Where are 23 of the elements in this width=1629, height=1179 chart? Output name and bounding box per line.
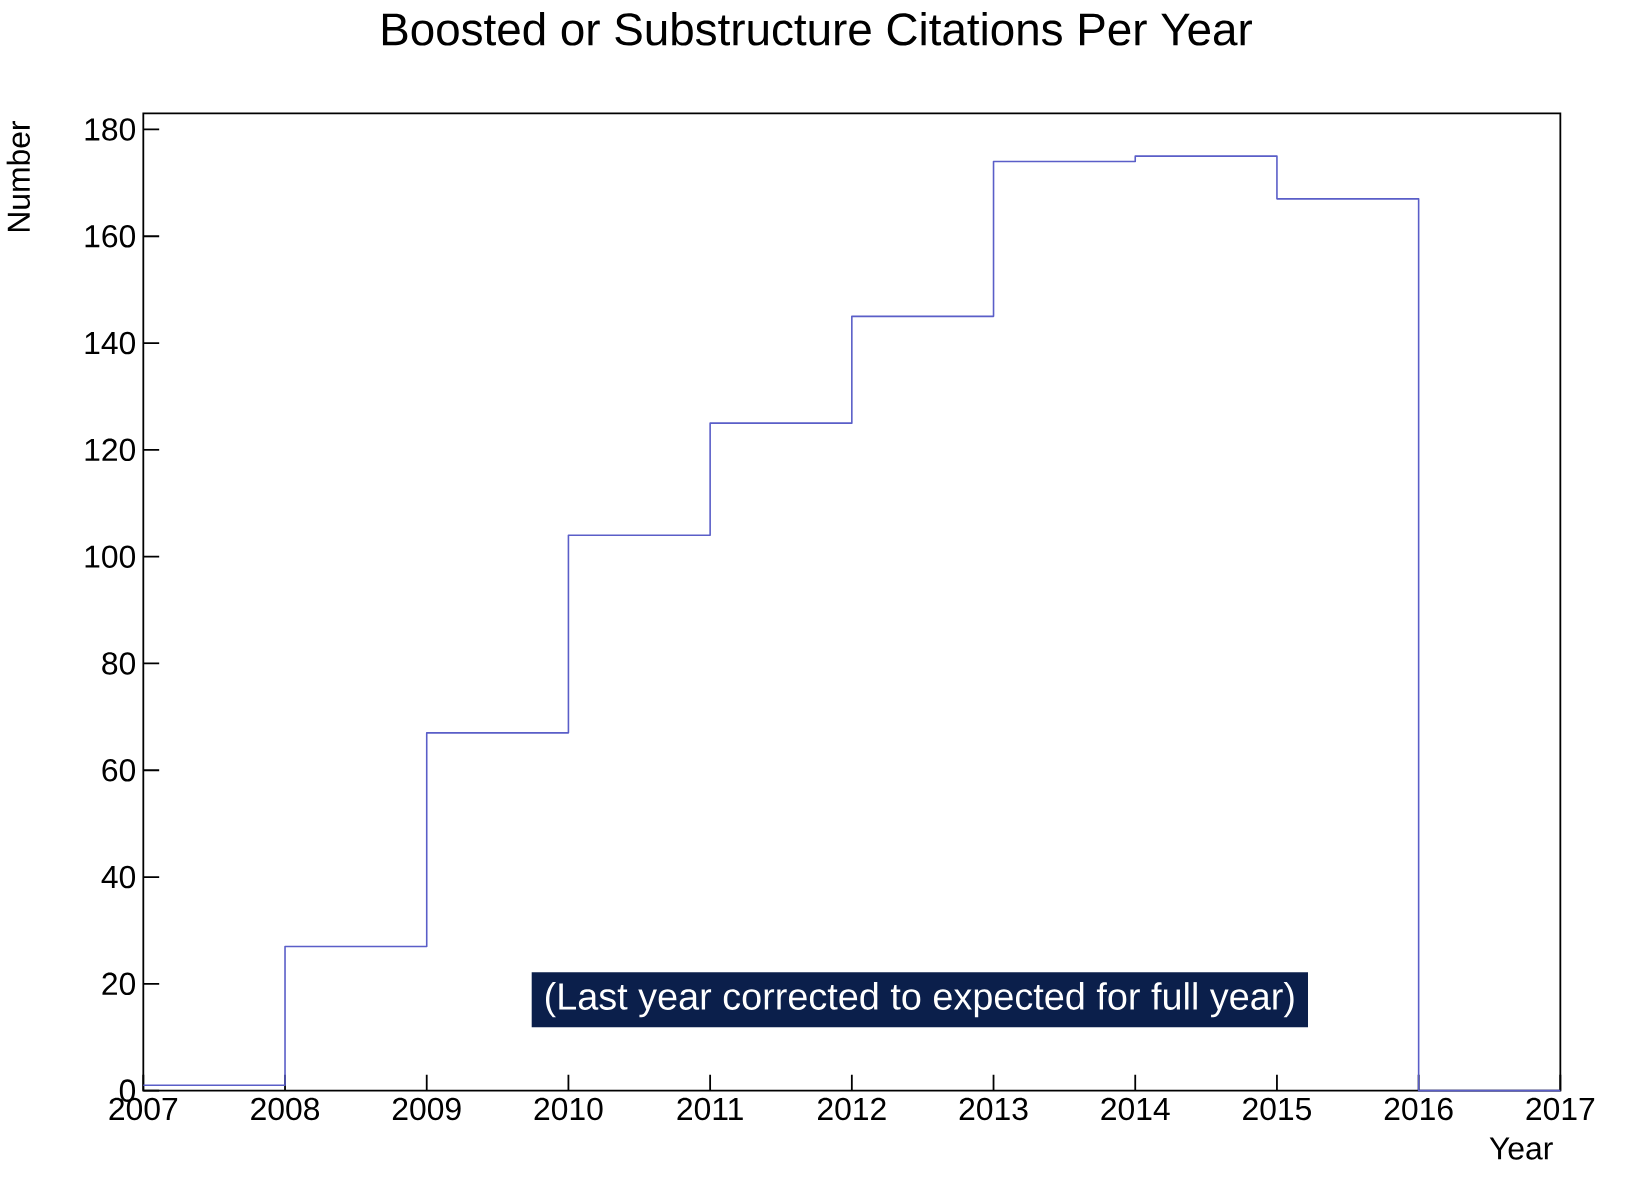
x-tick-label: 2013 — [959, 1097, 1028, 1121]
y-axis-title: Number — [6, 120, 31, 232]
y-tick-label: 120 — [85, 438, 136, 462]
chart-title: Boosted or Substructure Citations Per Year — [382, 11, 1252, 46]
x-tick-label: 2015 — [1243, 1097, 1311, 1121]
y-tick-label: 60 — [102, 758, 136, 782]
y-tick-label: 100 — [85, 545, 136, 568]
annotation: (Last year corrected to expected for full year) — [545, 982, 1294, 1018]
x-tick-label: 2010 — [534, 1097, 603, 1121]
y-tick-label: 40 — [101, 865, 136, 889]
x-tick-label: 2009 — [392, 1097, 461, 1121]
x-tick-label: 2016 — [1384, 1097, 1453, 1121]
y-tick-label: 180 — [85, 118, 136, 141]
x-tick-label: 2014 — [1101, 1097, 1170, 1121]
y-tick-label: 80 — [102, 652, 136, 675]
x-axis-title: Year — [1489, 1137, 1553, 1160]
x-tick-label: 2008 — [251, 1097, 320, 1121]
x-tick-label: 2017 — [1526, 1097, 1595, 1121]
y-tick-label: 160 — [85, 224, 136, 248]
x-tick-label: 2011 — [677, 1097, 743, 1121]
y-tick-label: 140 — [85, 331, 136, 355]
x-tick-label: 2012 — [818, 1097, 886, 1121]
y-tick-label: 20 — [102, 972, 136, 996]
